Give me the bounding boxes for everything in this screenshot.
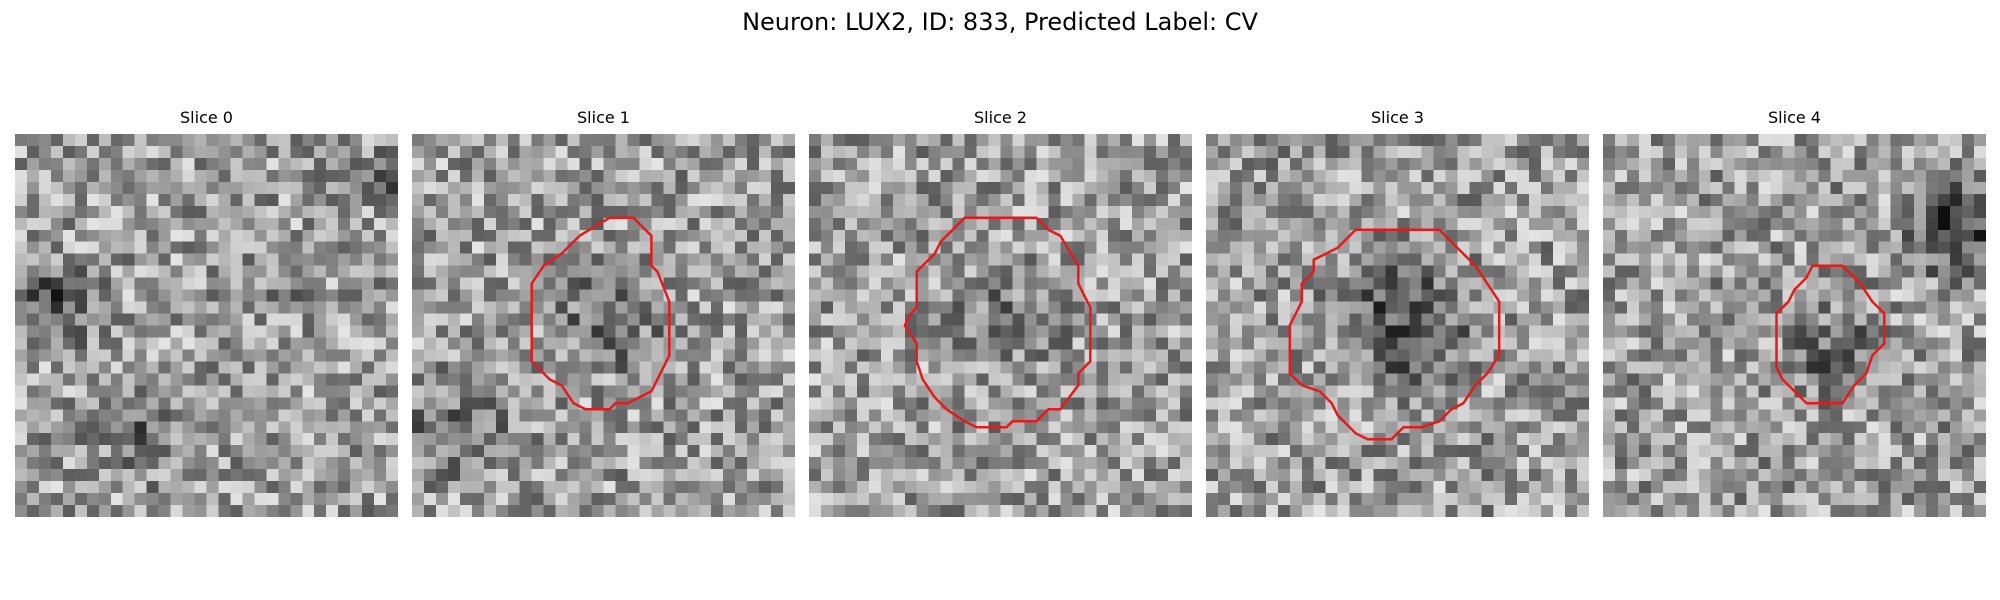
contour-outline	[903, 216, 1092, 429]
slice-title-0: Slice 0	[180, 108, 233, 127]
figure-title: Neuron: LUX2, ID: 833, Predicted Label: …	[742, 8, 1258, 36]
slice-title-3: Slice 3	[1371, 108, 1424, 127]
contour-outline	[530, 216, 671, 411]
slice-image-4	[1603, 134, 1986, 517]
slice-title-4: Slice 4	[1768, 108, 1821, 127]
slice-image-1	[412, 134, 795, 517]
slice-image-3	[1206, 134, 1589, 517]
contour-outline	[1288, 228, 1501, 441]
contour-outline	[1775, 264, 1886, 405]
slice-title-1: Slice 1	[577, 108, 630, 127]
slice-image-2	[809, 134, 1192, 517]
slice-image-0	[15, 134, 398, 517]
slice-title-2: Slice 2	[974, 108, 1027, 127]
